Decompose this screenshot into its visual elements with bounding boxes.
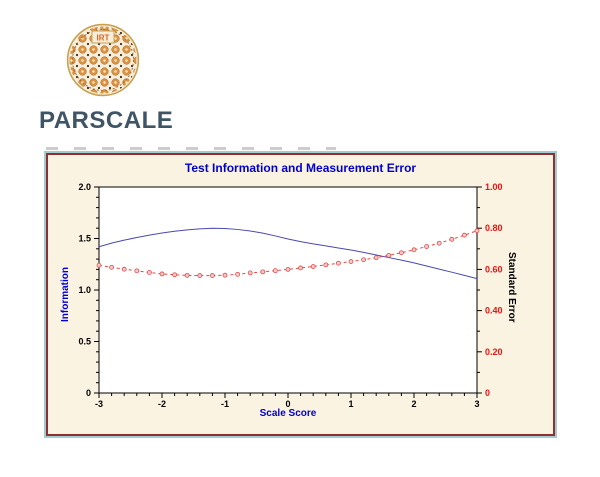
svg-text:1.5: 1.5	[78, 234, 91, 244]
svg-text:2.0: 2.0	[78, 182, 91, 192]
plot-window: Test Information and Measurement Error -…	[44, 151, 557, 438]
svg-text:1.00: 1.00	[485, 182, 503, 192]
logo-inner-ring	[72, 29, 134, 91]
svg-text:-3: -3	[95, 399, 103, 409]
svg-text:0.40: 0.40	[485, 306, 503, 316]
plot-area: -3 -2 -1 0 1 2 3 2.0 1.5 1.0 0.5 0 1.00 0.80 0.60 0.40 0…	[78, 182, 503, 409]
svg-text:3: 3	[474, 399, 479, 409]
svg-text:0.20: 0.20	[485, 347, 503, 357]
plot-window-content: Test Information and Measurement Error -…	[48, 155, 553, 434]
parscale-logo: IRT	[66, 23, 140, 97]
brand-name: PARSCALE	[39, 107, 174, 134]
right-axis-label: Standard Error	[506, 252, 517, 323]
svg-text:1.0: 1.0	[78, 285, 91, 295]
svg-text:-1: -1	[221, 399, 229, 409]
irt-logo-text: IRT	[97, 34, 110, 43]
irt-badge	[91, 30, 115, 44]
cropped-menubar-remnant	[46, 147, 336, 150]
svg-text:1: 1	[348, 399, 353, 409]
svg-text:-2: -2	[158, 399, 166, 409]
chart-title: Test Information and Measurement Error	[184, 161, 417, 175]
svg-text:0: 0	[485, 388, 490, 398]
svg-text:0: 0	[285, 399, 290, 409]
x-axis-label: Scale Score	[259, 408, 317, 419]
svg-text:0.60: 0.60	[485, 264, 503, 274]
svg-text:0.5: 0.5	[78, 337, 91, 347]
svg-text:0: 0	[86, 388, 91, 398]
svg-text:2: 2	[411, 399, 416, 409]
left-axis-label: Information	[60, 267, 71, 322]
svg-text:0.80: 0.80	[485, 223, 503, 233]
